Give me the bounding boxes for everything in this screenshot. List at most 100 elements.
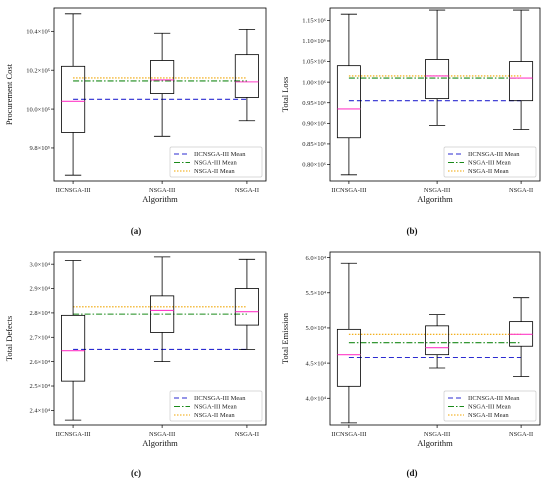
plot-frame — [329, 251, 541, 426]
iqr-box — [425, 325, 450, 356]
legend-label: NSGA-II Mean — [194, 412, 235, 419]
x-tick-label: NSGA-II — [235, 187, 259, 194]
iqr-box — [336, 65, 361, 139]
legend-box — [443, 390, 537, 422]
y-tick-label: 1.15×10⁶ — [302, 18, 326, 25]
chart-panel-b: 0.80×10⁶ 0.85×10⁶ 0.90×10⁶ 0.95×10⁶ 1.00×10⁶… — [280, 7, 541, 236]
box-nsga-iii — [150, 256, 175, 363]
y-tick-label: 9.8×10⁵ — [29, 145, 50, 152]
box-nsga-ii — [509, 9, 534, 130]
y-tick-label: 10.2×10⁵ — [26, 67, 50, 74]
x-tick-label: NSGA-III — [149, 187, 175, 194]
x-tick-label: NSGA-III — [149, 431, 175, 438]
chart-panel-a: 9.8×10⁵ 10.0×10⁵ 10.2×10⁵ 10.4×10⁵ IICNSGA-I… — [4, 7, 267, 236]
y-tick-label: 3.0×10⁴ — [29, 261, 50, 268]
box-nsga-iii — [150, 32, 175, 137]
box-iicnsga-iii — [336, 13, 361, 176]
iqr-box — [234, 54, 259, 98]
y-tick-label: 5.5×10⁴ — [305, 290, 326, 297]
y-tick-label: 2.4×10⁴ — [29, 408, 50, 415]
y-axis-label: Procurement Cost — [4, 63, 14, 125]
box-iicnsga-iii — [61, 260, 86, 421]
box-nsga-iii — [425, 314, 450, 369]
y-tick-label: 2.9×10⁴ — [29, 286, 50, 293]
panel-caption: (b) — [407, 226, 418, 236]
y-tick-label: 2.6×10⁴ — [29, 359, 50, 366]
y-tick-label: 1.05×10⁶ — [302, 59, 326, 66]
x-tick-label: NSGA-II — [235, 431, 259, 438]
iqr-box — [61, 65, 86, 133]
x-tick-label: NSGA-III — [424, 431, 450, 438]
iqr-box — [336, 328, 361, 387]
iqr-box — [150, 60, 175, 94]
legend-label: IICNSGA-III Mean — [468, 395, 520, 402]
y-tick-label: 1.10×10⁶ — [302, 38, 326, 45]
y-tick-label: 0.95×10⁶ — [302, 100, 326, 107]
box-iicnsga-iii — [336, 262, 361, 424]
legend-box — [169, 390, 263, 422]
x-tick-label: IICNSGA-III — [331, 431, 366, 438]
panel-caption: (a) — [131, 226, 142, 236]
box-iicnsga-iii — [61, 13, 86, 176]
x-axis-label: Algorithm — [142, 438, 178, 448]
y-tick-label: 4.5×10⁴ — [305, 360, 326, 367]
y-tick-label: 10.4×10⁵ — [26, 29, 50, 36]
legend-label: NSGA-III Mean — [194, 160, 238, 167]
panel-caption: (d) — [407, 468, 418, 478]
plot-frame — [53, 251, 267, 426]
x-tick-label: IICNSGA-III — [331, 187, 366, 194]
y-tick-label: 5.0×10⁴ — [305, 325, 326, 332]
box-nsga-ii — [234, 258, 259, 350]
y-axis-label: Total Defects — [4, 316, 14, 361]
y-axis-label: Total Emission — [280, 312, 290, 364]
y-axis-label: Total Loss — [280, 77, 290, 113]
legend-box — [169, 146, 263, 178]
legend-label: NSGA-II Mean — [468, 412, 509, 419]
y-tick-label: 1.00×10⁶ — [302, 79, 326, 86]
iqr-box — [234, 288, 259, 326]
y-tick-label: 0.85×10⁶ — [302, 141, 326, 148]
legend-label: NSGA-III Mean — [194, 404, 238, 411]
legend-label: IICNSGA-III Mean — [468, 151, 520, 158]
plot-frame — [53, 7, 267, 182]
y-tick-label: 10.0×10⁵ — [26, 106, 50, 113]
x-axis-label: Algorithm — [417, 194, 453, 204]
legend-label: NSGA-III Mean — [468, 404, 512, 411]
x-axis-label: Algorithm — [142, 194, 178, 204]
x-tick-label: NSGA-II — [509, 187, 533, 194]
box-nsga-ii — [509, 297, 534, 377]
iqr-box — [509, 61, 534, 102]
iqr-box — [150, 295, 175, 333]
x-tick-label: IICNSGA-III — [56, 431, 91, 438]
legend-label: NSGA-II Mean — [468, 168, 509, 175]
y-tick-label: 4.0×10⁴ — [305, 395, 326, 402]
y-tick-label: 0.90×10⁶ — [302, 121, 326, 128]
y-tick-label: 2.5×10⁴ — [29, 383, 50, 390]
chart-panel-c: 2.4×10⁴ 2.5×10⁴ 2.6×10⁴ 2.7×10⁴ 2.8×10⁴ 2.9×1… — [4, 251, 267, 478]
chart-panel-d: 4.0×10⁴ 4.5×10⁴ 5.0×10⁴ 5.5×10⁴ 6.0×10⁴ IICNS… — [280, 251, 541, 478]
box-nsga-ii — [234, 28, 259, 122]
x-tick-label: IICNSGA-III — [56, 187, 91, 194]
iqr-box — [425, 59, 450, 100]
plot-frame — [329, 7, 541, 182]
legend-label: IICNSGA-III Mean — [194, 395, 246, 402]
legend-label: IICNSGA-III Mean — [194, 151, 246, 158]
x-tick-label: NSGA-III — [424, 187, 450, 194]
legend-label: NSGA-II Mean — [194, 168, 235, 175]
y-tick-label: 2.8×10⁴ — [29, 310, 50, 317]
y-tick-label: 6.0×10⁴ — [305, 255, 326, 262]
x-axis-label: Algorithm — [417, 438, 453, 448]
panel-caption: (c) — [131, 468, 141, 478]
legend-label: NSGA-III Mean — [468, 160, 512, 167]
y-tick-label: 2.7×10⁴ — [29, 334, 50, 341]
legend-box — [443, 146, 537, 178]
box-nsga-iii — [425, 9, 450, 126]
x-tick-label: NSGA-II — [509, 431, 533, 438]
y-tick-label: 0.80×10⁶ — [302, 162, 326, 169]
iqr-box — [61, 314, 86, 382]
